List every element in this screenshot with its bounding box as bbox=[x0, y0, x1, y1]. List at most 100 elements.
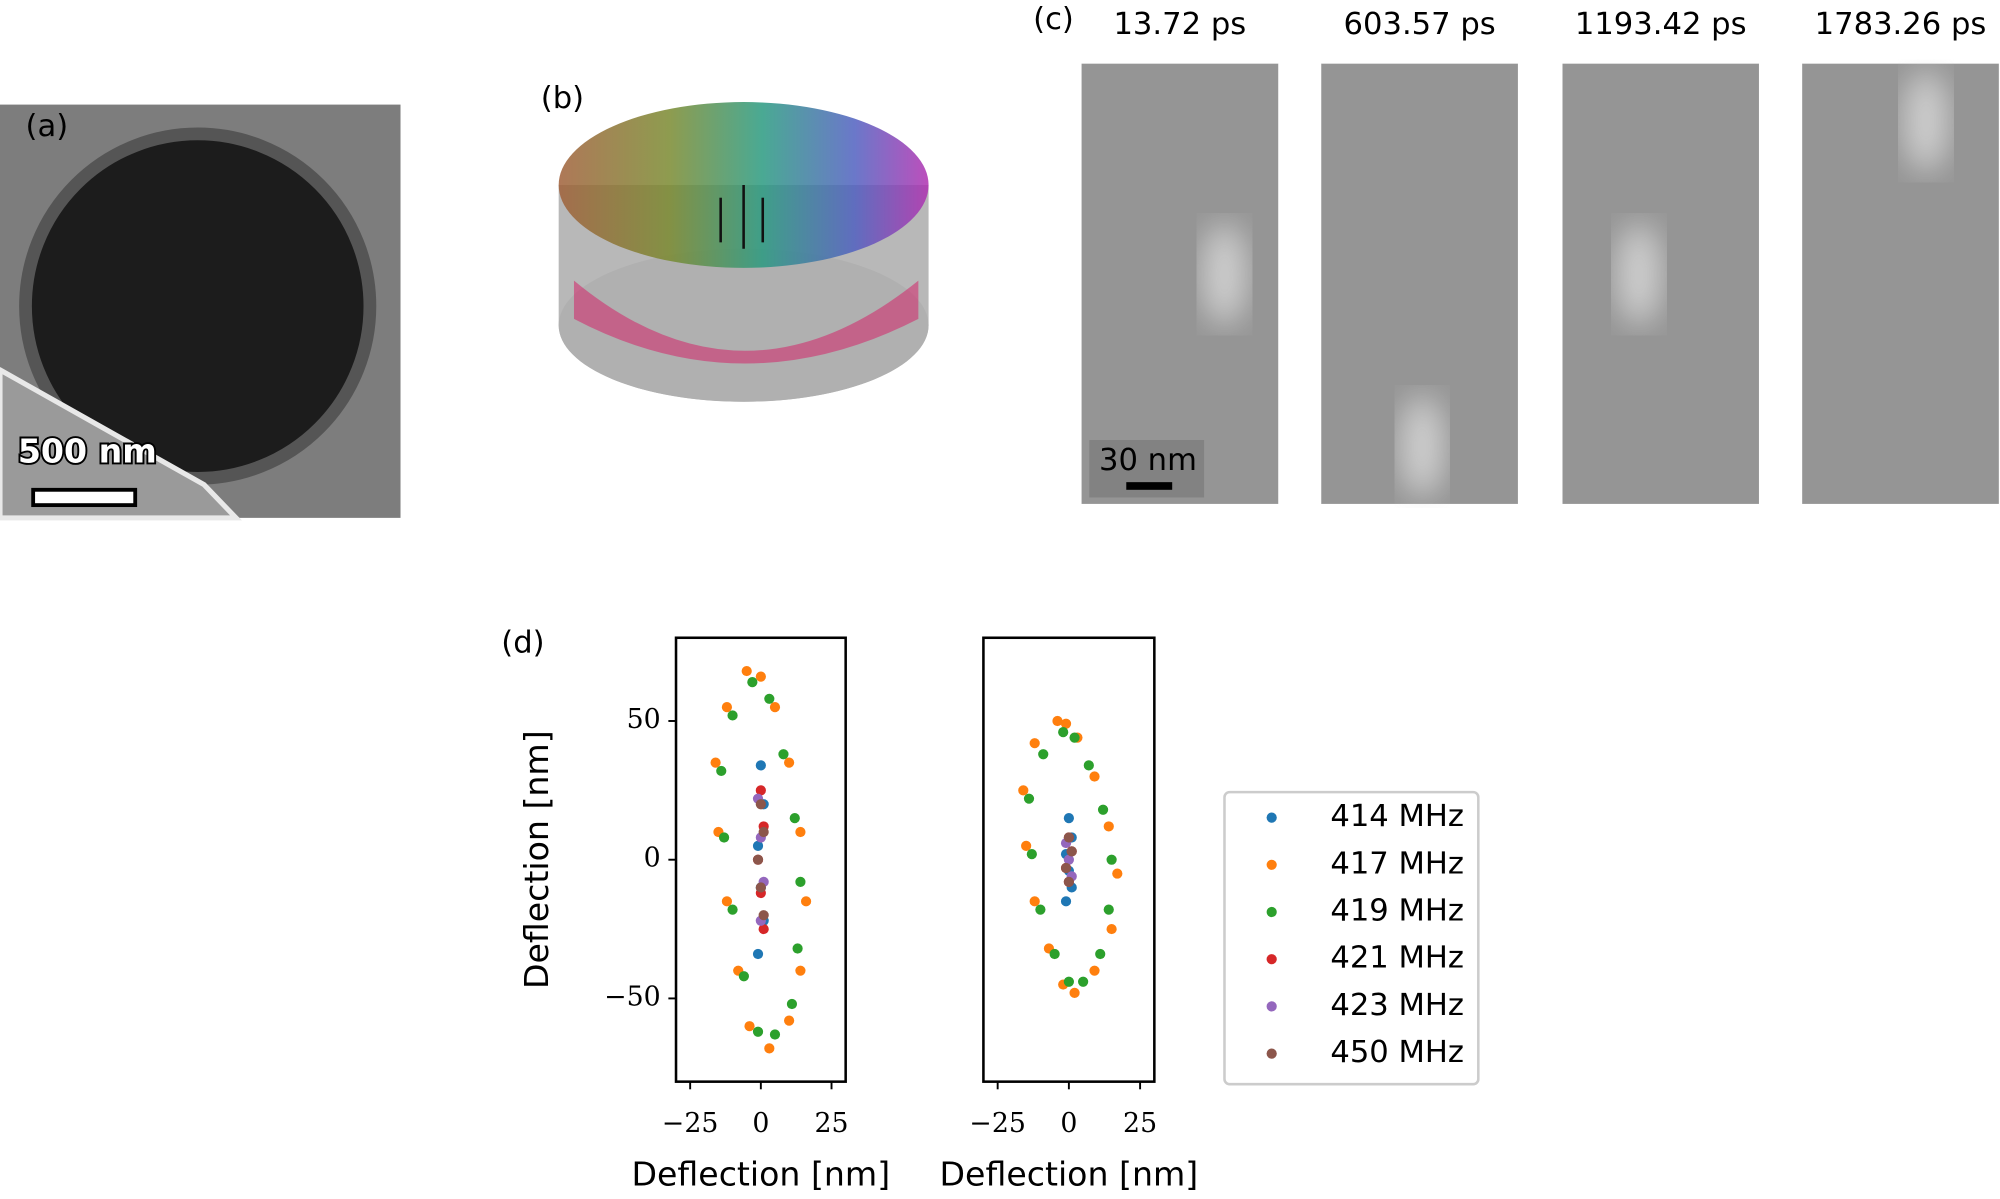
point bbox=[755, 671, 766, 682]
scale-bar bbox=[31, 487, 138, 508]
legend-marker bbox=[1266, 954, 1277, 965]
panel-label: (c) bbox=[1033, 2, 1074, 37]
point bbox=[1023, 793, 1035, 804]
point bbox=[764, 693, 775, 704]
point bbox=[1058, 726, 1069, 738]
legend-marker bbox=[1266, 812, 1277, 823]
point bbox=[747, 677, 758, 688]
legend-label: 450 MHz bbox=[1330, 1035, 1464, 1070]
point bbox=[1029, 896, 1040, 907]
point bbox=[710, 757, 721, 768]
point bbox=[1063, 812, 1074, 824]
panel-label: (a) bbox=[26, 109, 69, 144]
arrows bbox=[573, 280, 919, 364]
point bbox=[1035, 904, 1046, 915]
point bbox=[1066, 846, 1077, 857]
point bbox=[1063, 832, 1074, 843]
point bbox=[1103, 821, 1114, 832]
legend-label: 423 MHz bbox=[1330, 988, 1464, 1023]
point bbox=[800, 896, 812, 907]
noise bbox=[1081, 63, 1279, 504]
vortex-core bbox=[1399, 395, 1446, 498]
point bbox=[792, 943, 803, 954]
noise bbox=[1802, 63, 1999, 504]
point bbox=[1060, 718, 1072, 729]
point bbox=[758, 826, 769, 838]
point bbox=[1038, 749, 1049, 760]
point bbox=[778, 749, 789, 760]
legend-marker bbox=[1266, 1001, 1277, 1012]
time-label: 13.72 ps bbox=[1113, 7, 1246, 42]
point bbox=[721, 896, 733, 907]
point bbox=[1069, 987, 1080, 998]
point bbox=[727, 904, 738, 915]
point bbox=[727, 710, 738, 721]
point bbox=[784, 1015, 795, 1026]
y-axis-label: Deflection [nm] bbox=[517, 730, 556, 989]
point bbox=[1083, 760, 1094, 771]
substrate bbox=[0, 366, 242, 521]
point bbox=[755, 882, 766, 893]
point bbox=[1106, 923, 1117, 935]
scale-bar-label: 30 nm bbox=[1099, 443, 1197, 478]
point bbox=[721, 702, 733, 713]
vortex-core bbox=[1903, 70, 1949, 173]
x-tick-label: −25 bbox=[662, 1108, 718, 1139]
point bbox=[1069, 732, 1080, 743]
legend-label: 421 MHz bbox=[1330, 941, 1464, 976]
y-tick-label: −50 bbox=[604, 981, 660, 1012]
y-tick-label: 50 bbox=[627, 704, 661, 735]
vortex-core bbox=[1616, 223, 1662, 326]
point bbox=[1052, 715, 1063, 727]
panel-label: (b) bbox=[541, 81, 584, 116]
point bbox=[1063, 854, 1074, 865]
scale-bar-label: 500 nm bbox=[18, 431, 157, 470]
point bbox=[786, 998, 798, 1010]
point bbox=[1060, 862, 1072, 874]
legend-label: 417 MHz bbox=[1330, 846, 1464, 881]
point bbox=[752, 840, 764, 851]
point bbox=[1063, 976, 1074, 987]
x-axis-label: Deflection [nm] bbox=[940, 1155, 1199, 1194]
point bbox=[755, 799, 766, 810]
point bbox=[758, 923, 769, 935]
point bbox=[744, 1021, 755, 1032]
point bbox=[1103, 904, 1114, 915]
point bbox=[752, 948, 764, 960]
time-label: 1193.42 ps bbox=[1575, 7, 1747, 42]
point bbox=[755, 785, 766, 796]
point bbox=[1078, 976, 1089, 987]
point bbox=[795, 826, 806, 838]
point bbox=[716, 765, 727, 777]
point bbox=[718, 832, 730, 843]
point bbox=[764, 1043, 775, 1054]
point bbox=[1112, 868, 1123, 879]
point bbox=[1021, 840, 1032, 851]
x-tick-label: 0 bbox=[752, 1108, 769, 1139]
point bbox=[1029, 738, 1040, 749]
legend bbox=[1223, 790, 1480, 1086]
legend-marker bbox=[1266, 859, 1277, 870]
core-arrows bbox=[719, 184, 765, 249]
point bbox=[1018, 785, 1029, 796]
scale-bar bbox=[1126, 482, 1173, 490]
point bbox=[1089, 771, 1100, 782]
point bbox=[1106, 854, 1117, 865]
x-tick-label: 0 bbox=[1060, 1108, 1077, 1139]
point bbox=[795, 965, 806, 976]
point bbox=[758, 910, 769, 921]
x-tick-label: −25 bbox=[969, 1108, 1025, 1139]
y-tick-label: 0 bbox=[644, 843, 661, 874]
point bbox=[738, 971, 749, 982]
point bbox=[1089, 965, 1100, 976]
point bbox=[1097, 804, 1109, 815]
point bbox=[755, 760, 766, 771]
point bbox=[752, 854, 764, 865]
legend-label: 419 MHz bbox=[1330, 894, 1464, 929]
point bbox=[769, 1029, 781, 1040]
legend-marker bbox=[1266, 906, 1277, 918]
cylinder-bottom bbox=[558, 248, 929, 402]
cylinder-top bbox=[558, 102, 929, 268]
point bbox=[1060, 896, 1072, 907]
